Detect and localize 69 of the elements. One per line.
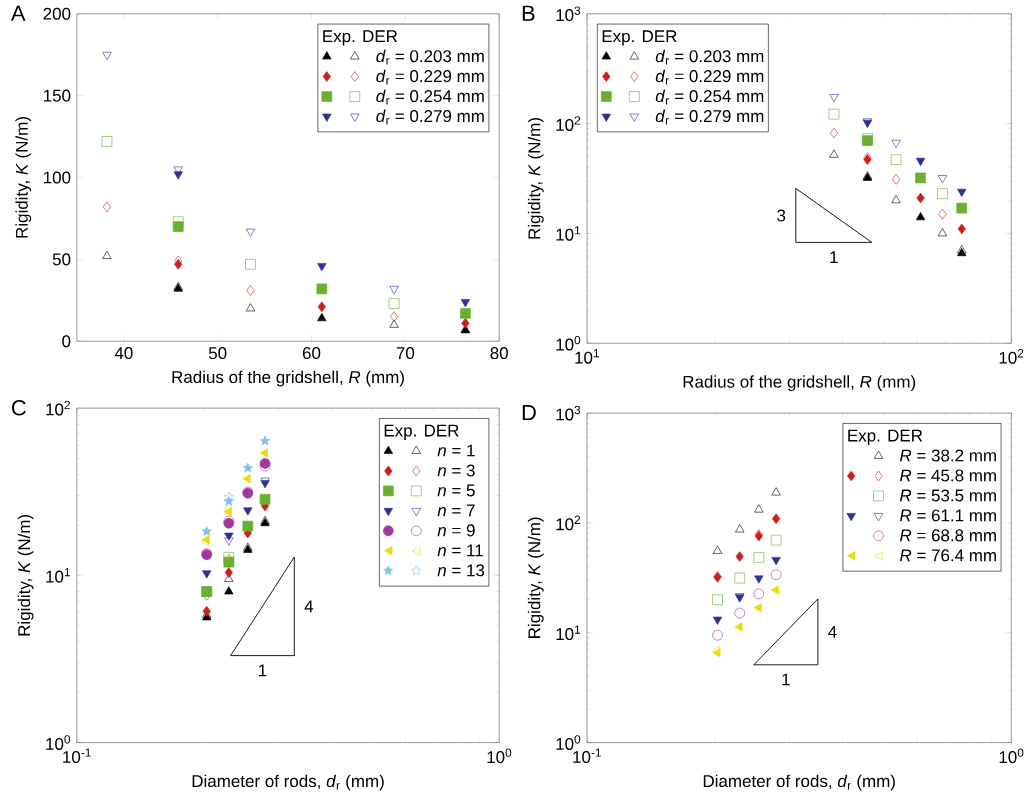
legend-label: n = 5 <box>437 484 475 497</box>
y-axis-title: Rigidity, K (N/m) <box>17 514 34 636</box>
legend-label: n = 11 <box>437 544 483 556</box>
legend-label: R = 68.8 mm <box>899 529 996 542</box>
annotation: 1 <box>830 251 838 263</box>
legend-label: d$_{r}$ = 0.203 mm <box>376 49 484 65</box>
x-tick-label: 60 <box>302 346 321 359</box>
y-tick-label: 10$^{3}$ <box>556 6 581 21</box>
legend-label: d$_{r}$ = 0.203 mm <box>655 49 764 65</box>
y-tick-label: 10$^{2}$ <box>556 116 581 131</box>
y-tick-label: 150 <box>44 89 71 102</box>
chart-title: D <box>522 404 536 420</box>
y-tick-label: 10$^{1}$ <box>46 567 70 583</box>
x-tick-label: 10$^{0}$ <box>999 748 1024 763</box>
x-tick-label: 70 <box>396 346 415 359</box>
legend-label: n = 3 <box>437 464 475 477</box>
x-tick-label: 80 <box>490 346 508 359</box>
x-axis-title: Radius of the gridshell, R (mm) <box>683 375 916 391</box>
legend-label: d$_{r}$ = 0.279 mm <box>655 109 764 125</box>
legend-label: R = 61.1 mm <box>899 509 996 522</box>
y-axis-title: Rigidity, K (N/m) <box>15 116 32 238</box>
y-tick-label: 10$^{0}$ <box>556 735 581 750</box>
legend-label: n = 9 <box>437 524 475 537</box>
legend-label: n = 7 <box>437 504 475 517</box>
x-axis-title: Diameter of rods, d$_{r}$ (mm) <box>192 774 384 791</box>
x-tick-label: 10$^{-1}$ <box>573 748 601 763</box>
annotation: 3 <box>777 209 786 222</box>
legend-label: n = 1 <box>437 444 475 457</box>
x-tick-label: 40 <box>114 346 133 359</box>
legend-label: d$_{r}$ = 0.229 mm <box>376 69 484 85</box>
chart-title: A <box>10 5 26 21</box>
legend-label: R = 53.5 mm <box>899 489 996 502</box>
x-tick-label: 10$^{-1}$ <box>63 748 91 763</box>
y-tick-label: 10$^{2}$ <box>556 515 581 531</box>
legend-title: Exp. DER <box>384 424 459 440</box>
chart-title: B <box>522 5 535 21</box>
y-axis-title: Rigidity, K (N/m) <box>527 517 544 638</box>
legend-label: R = 38.2 mm <box>899 449 996 462</box>
y-tick-label: 10$^{3}$ <box>556 405 581 421</box>
y-tick-label: 10$^{2}$ <box>46 400 70 416</box>
y-tick-label: 50 <box>52 253 71 266</box>
y-tick-label: 10$^{0}$ <box>46 735 71 750</box>
legend-label: d$_{r}$ = 0.229 mm <box>655 69 764 85</box>
annotation: 4 <box>304 600 314 612</box>
x-tick-label: 10$^{2}$ <box>999 348 1024 364</box>
legend-label: R = 76.4 mm <box>899 549 996 562</box>
legend-title: Exp. DER <box>323 30 398 46</box>
annotation: 4 <box>828 625 837 638</box>
x-axis-title: Diameter of rods, d$_{r}$ (mm) <box>703 774 895 791</box>
y-tick-label: 100 <box>44 171 71 184</box>
x-tick-label: 10$^{0}$ <box>487 748 512 763</box>
legend-label: n = 13 <box>437 564 485 577</box>
y-tick-label: 10$^{1}$ <box>556 225 581 241</box>
y-tick-label: 0 <box>62 334 71 348</box>
annotation: 1 <box>259 664 267 676</box>
legend-title: Exp. DER <box>602 30 677 46</box>
annotation: 1 <box>782 673 790 686</box>
legend-label: d$_{r}$ = 0.279 mm <box>376 109 484 125</box>
legend-label: d$_{r}$ = 0.254 mm <box>655 89 764 105</box>
legend-label: R = 45.8 mm <box>899 469 996 482</box>
x-tick-label: 50 <box>208 346 227 359</box>
y-tick-label: 200 <box>43 7 71 20</box>
x-axis-title: Radius of the gridshell, R (mm) <box>172 370 404 387</box>
legend-label: d$_{r}$ = 0.254 mm <box>376 89 484 105</box>
y-tick-label: 10$^{1}$ <box>556 625 581 640</box>
chart-title: C <box>11 399 26 416</box>
y-axis-title: Rigidity, K (N/m) <box>527 117 544 239</box>
x-tick-label: 10$^{1}$ <box>575 348 599 364</box>
legend-title: Exp. DER <box>848 429 923 445</box>
